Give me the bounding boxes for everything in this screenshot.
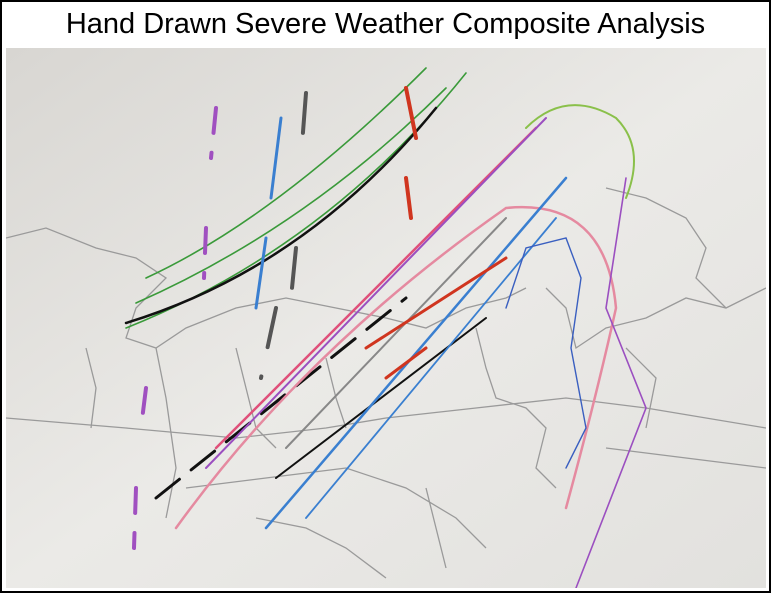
base-map: [6, 187, 766, 579]
annotations: [124, 67, 647, 588]
title: Hand Drawn Severe Weather Composite Anal…: [65, 8, 706, 40]
hand-drawn-map: [6, 48, 766, 588]
